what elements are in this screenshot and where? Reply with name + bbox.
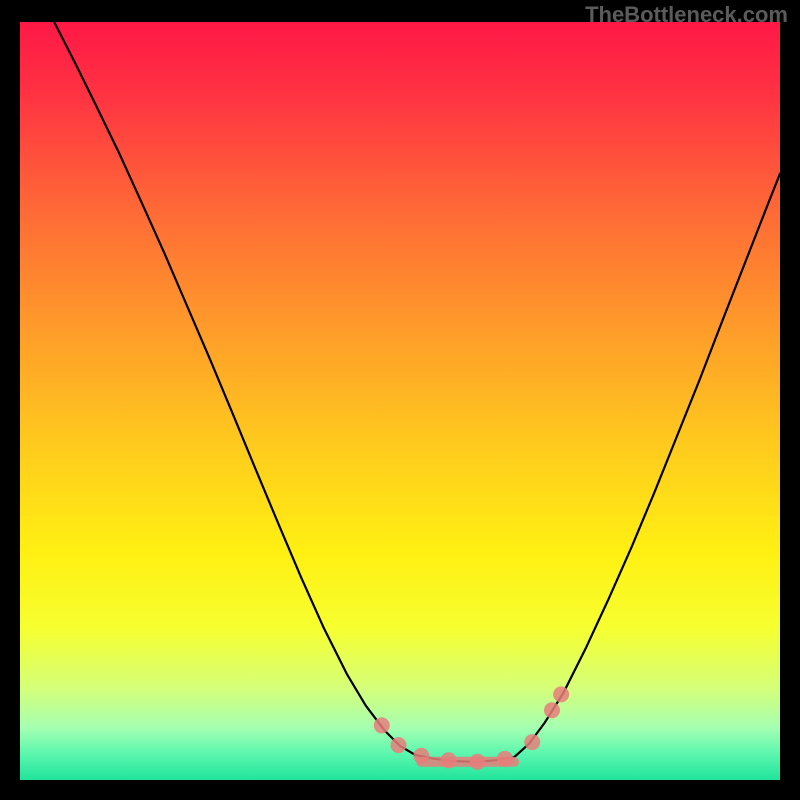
- watermark-label: TheBottleneck.com: [585, 2, 788, 28]
- marker-m2: [390, 737, 406, 753]
- marker-m1: [374, 717, 390, 733]
- marker-m6: [497, 751, 513, 767]
- marker-m8: [544, 702, 560, 718]
- chart-frame: TheBottleneck.com: [0, 0, 800, 800]
- marker-m7: [524, 734, 540, 750]
- plot-area: [20, 22, 780, 780]
- marker-m3: [413, 748, 429, 764]
- marker-m9: [553, 686, 569, 702]
- chart-svg: [20, 22, 780, 780]
- gradient-background: [20, 22, 780, 780]
- marker-m4: [441, 752, 457, 768]
- marker-m5: [470, 754, 486, 770]
